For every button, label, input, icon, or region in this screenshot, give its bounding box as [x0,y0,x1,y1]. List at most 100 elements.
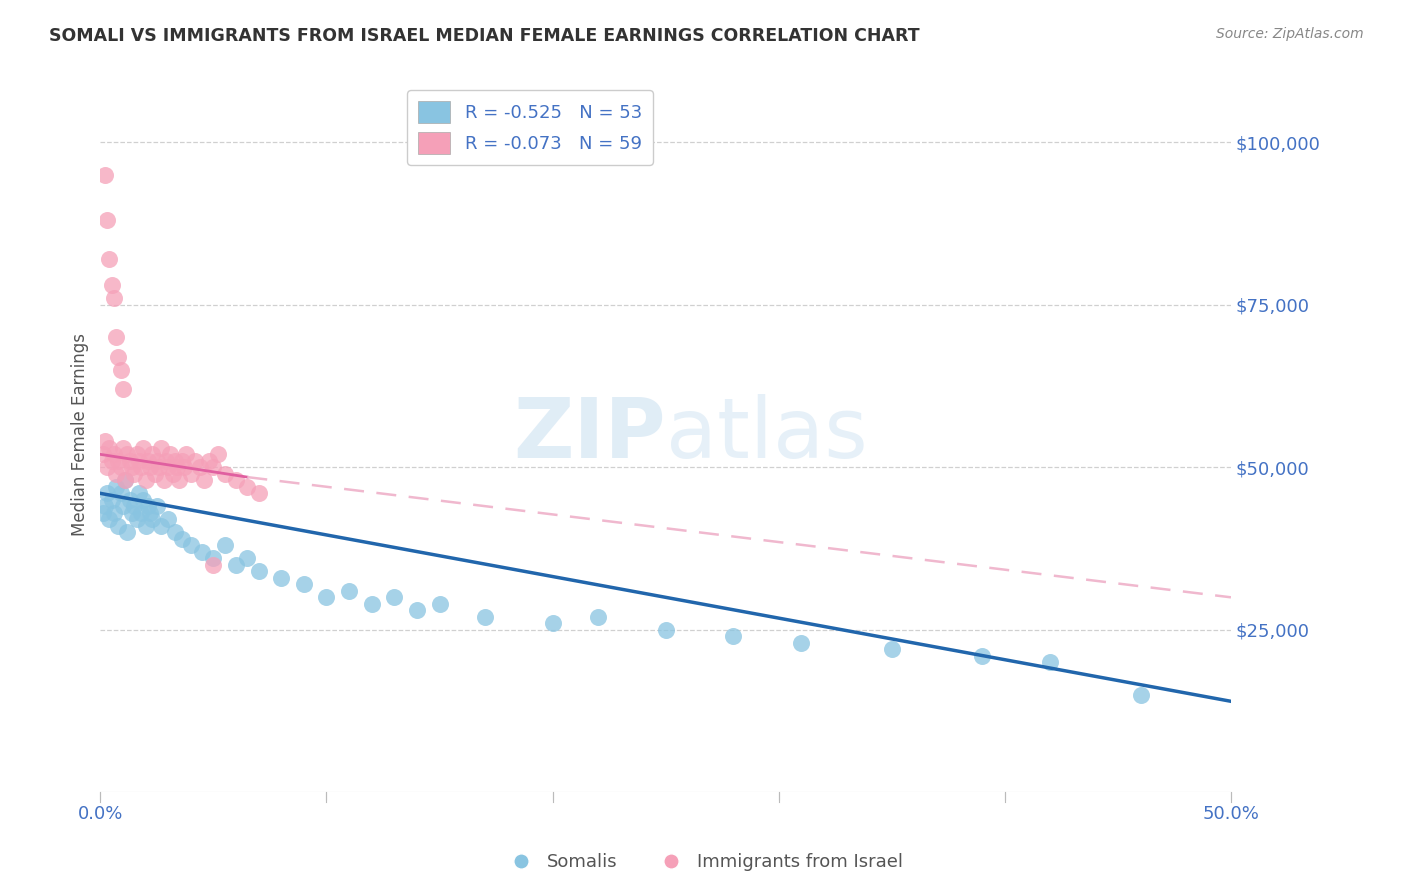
Point [96,213,118,227]
Point [382,591,405,605]
Point [163,525,186,540]
Point [1129,688,1152,702]
Point [136,500,159,514]
Point [143,467,166,481]
Point [207,447,229,461]
Point [132,441,155,455]
Y-axis label: Median Female Earnings: Median Female Earnings [72,334,89,536]
Point [98,512,121,526]
Point [790,636,813,650]
Point [125,447,148,461]
Point [360,597,382,611]
Point [202,551,225,566]
Point [474,610,496,624]
Point [337,583,360,598]
Point [188,460,211,475]
Point [292,577,315,591]
Point [541,616,564,631]
Point [191,545,214,559]
Point [202,558,225,572]
Text: ZIP: ZIP [513,394,665,475]
Point [236,480,259,494]
Point [114,474,136,488]
Point [103,506,125,520]
Point [100,278,122,293]
Point [135,474,157,488]
Point [155,454,177,468]
Point [169,474,191,488]
Point [125,512,148,526]
Point [150,519,173,533]
Point [118,454,141,468]
Point [170,454,193,468]
Text: SOMALI VS IMMIGRANTS FROM ISRAEL MEDIAN FEMALE EARNINGS CORRELATION CHART: SOMALI VS IMMIGRANTS FROM ISRAEL MEDIAN … [49,27,920,45]
Point [586,610,609,624]
Point [315,591,337,605]
Point [136,454,159,468]
Point [184,454,207,468]
Point [406,603,429,617]
Point [152,474,174,488]
Point [110,460,132,475]
Point [107,519,129,533]
Point [103,447,125,461]
Point [148,460,170,475]
Point [111,383,134,397]
Point [174,447,197,461]
Text: atlas: atlas [665,394,868,475]
Point [247,486,270,500]
Point [880,642,903,657]
Point [159,447,181,461]
Legend: Somalis, Immigrants from Israel: Somalis, Immigrants from Israel [496,847,910,879]
Point [129,506,152,520]
Point [236,551,259,566]
Point [94,168,117,182]
Point [117,525,139,540]
Point [103,292,125,306]
Point [146,500,169,514]
Point [214,467,236,481]
Point [157,512,180,526]
Point [162,467,184,481]
Point [105,467,128,481]
Point [180,467,202,481]
Point [105,330,128,344]
Point [105,480,128,494]
Point [139,506,162,520]
Point [132,492,155,507]
Point [141,512,163,526]
Point [972,648,994,663]
Point [1039,656,1062,670]
Point [100,454,122,468]
Point [247,565,270,579]
Point [723,629,745,643]
Point [202,460,225,475]
Point [270,571,292,585]
Point [111,500,134,514]
Point [180,538,202,552]
Point [98,441,121,455]
Point [96,486,118,500]
Point [122,500,145,514]
Point [121,506,143,520]
Point [91,447,114,461]
Point [163,454,186,468]
Point [117,447,139,461]
Point [96,460,118,475]
Point [146,454,169,468]
Point [170,532,193,546]
Point [128,454,150,468]
Point [121,460,143,475]
Point [173,460,195,475]
Point [91,506,114,520]
Point [429,597,451,611]
Point [141,447,163,461]
Legend: R = -0.525   N = 53, R = -0.073   N = 59: R = -0.525 N = 53, R = -0.073 N = 59 [408,90,652,165]
Point [118,492,141,507]
Point [100,492,122,507]
Point [139,460,162,475]
Point [94,500,117,514]
Point [110,363,132,377]
Point [129,460,152,475]
Point [166,460,188,475]
